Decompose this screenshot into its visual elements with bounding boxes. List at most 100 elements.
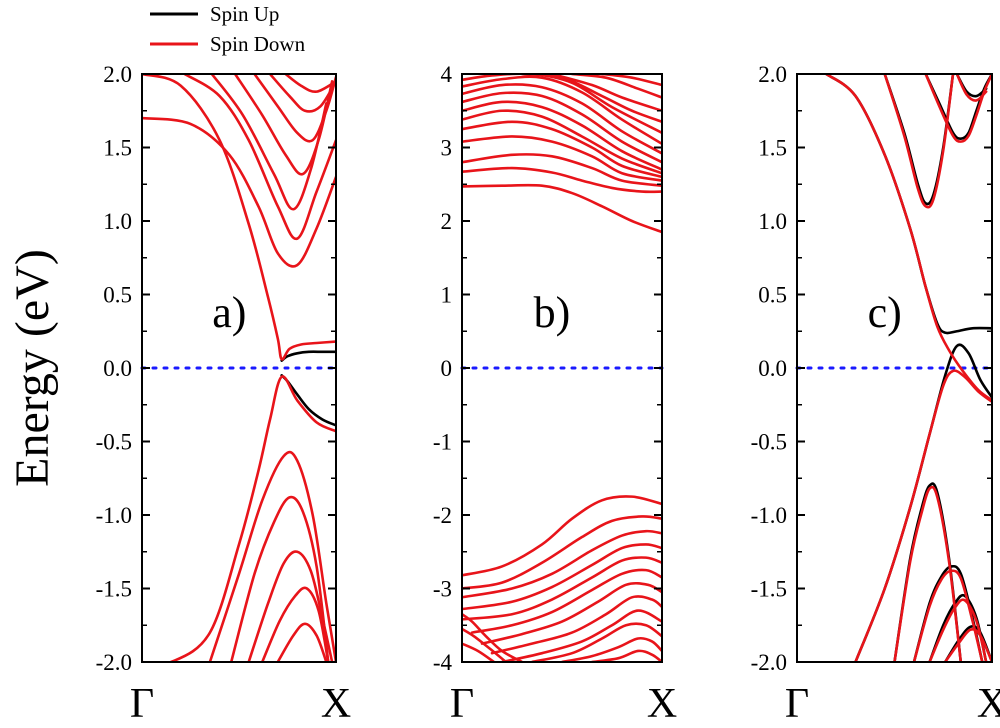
y-tick-label: 1.0 [758, 209, 787, 234]
y-tick-label: 3 [441, 136, 453, 161]
band-spin-down-7 [912, 569, 984, 662]
band-spin-down-5 [955, 74, 988, 102]
band-spin-down-25 [530, 622, 662, 662]
x-tick-label-x: X [321, 681, 351, 727]
y-tick-label: 0.0 [103, 356, 132, 381]
band-spin-down-20 [462, 556, 662, 621]
y-tick-label: -2.0 [751, 650, 787, 675]
band-spin-down-11 [229, 495, 330, 662]
panel-2: 4 3 2 1 0 -1 -2 -3 -4 Γ Xb) [433, 62, 677, 727]
band-spin-up-1 [280, 350, 336, 362]
band-spin-down-1 [462, 183, 662, 234]
band-spin-down-3 [462, 153, 662, 188]
y-tick-label: -1.5 [751, 577, 787, 602]
band-spin-down-12 [520, 74, 662, 124]
band-spin-down-14 [570, 74, 662, 99]
panel-3: 2.0 1.5 1.0 0.5 0.0 -0.5 -1.0 -1.5 -2.0 Γ Xc) [751, 62, 1000, 727]
panels: 2.0 1.5 1.0 0.5 0.0 -0.5 -1.0 -1.5 -2.0 Γ Xa) 4 3 2 1 0… [96, 62, 1000, 727]
band-spin-down-8 [462, 91, 662, 164]
y-tick-label: 0.0 [758, 356, 787, 381]
band-spin-down-24 [500, 609, 662, 662]
band-spin-down-18 [462, 529, 662, 599]
x-tick-label-x: X [647, 681, 677, 727]
y-tick-label: -0.5 [751, 430, 787, 455]
band-spin-down-12 [247, 550, 334, 662]
y-tick-label: -1 [433, 430, 452, 455]
panel-1: 2.0 1.5 1.0 0.5 0.0 -0.5 -1.0 -1.5 -2.0 Γ Xa) [96, 62, 352, 727]
y-tick-label: 1.5 [103, 136, 132, 161]
band-spin-down-8 [268, 74, 336, 113]
band-spin-down-2 [462, 166, 662, 194]
band-spin-down-14 [276, 622, 328, 662]
y-tick-label: 1 [441, 283, 453, 308]
x-tick-label-gamma: Γ [785, 681, 809, 727]
band-spin-down-29 [462, 627, 508, 662]
legend-label-spin-down: Spin Down [210, 32, 306, 56]
band-spin-down-27 [590, 649, 662, 662]
band-spin-down-9 [284, 74, 336, 94]
panel-label: c) [868, 288, 902, 337]
band-spin-down-6 [233, 74, 334, 176]
band-spin-down-10 [208, 450, 336, 662]
band-spin-down-3 [883, 74, 955, 209]
x-tick-label-x: X [977, 681, 1000, 727]
y-tick-label: 2.0 [103, 62, 132, 87]
band-spin-down-9 [943, 628, 992, 662]
band-spin-down-4 [462, 135, 662, 182]
x-tick-label-gamma: Γ [450, 681, 474, 727]
band-spin-up-1 [824, 74, 992, 335]
band-spin-down-3 [142, 116, 336, 268]
band-spin-down-13 [550, 74, 662, 113]
band-spin-down-10 [462, 75, 662, 146]
band-spin-down-26 [560, 636, 662, 662]
y-tick-label: 0 [441, 356, 453, 381]
band-spin-down-7 [253, 74, 336, 143]
band-spin-down-6 [893, 485, 963, 662]
band-spin-down-22 [480, 581, 662, 645]
y-tick-label: 4 [441, 62, 453, 87]
y-tick-label: 1.0 [103, 209, 132, 234]
band-spin-down-2 [854, 369, 992, 662]
y-tick-label: -3 [433, 577, 452, 602]
bands [824, 74, 992, 662]
y-tick-label: -0.5 [96, 430, 132, 455]
band-spin-down-8 [928, 598, 988, 662]
band-spin-down-7 [462, 100, 662, 171]
y-tick-label: -1.0 [751, 503, 787, 528]
band-spin-down-4 [183, 74, 336, 240]
legend-label-spin-up: Spin Up [210, 2, 279, 26]
band-spin-down-17 [462, 515, 662, 590]
band-spin-down-23 [490, 595, 662, 655]
band-spin-down-4 [924, 74, 992, 143]
band-spin-down-5 [462, 120, 662, 179]
legend: Spin Up Spin Down [150, 2, 306, 56]
band-spin-down-21 [470, 568, 662, 634]
band-spin-down-9 [462, 83, 662, 155]
band-spin-down-16 [462, 495, 662, 577]
y-tick-label: 2.0 [758, 62, 787, 87]
band-spin-down-6 [462, 109, 662, 175]
bands [462, 74, 662, 662]
band-spin-down-30 [462, 642, 496, 662]
x-tick-label-gamma: Γ [130, 681, 154, 727]
band-spin-down-2 [142, 375, 336, 662]
band-spin-down-28 [462, 612, 524, 662]
y-tick-label: -1.5 [96, 577, 132, 602]
band-spin-down-5 [210, 74, 328, 211]
y-tick-label: 1.5 [758, 136, 787, 161]
y-axis-label: Energy (eV) [6, 249, 59, 487]
band-spin-up-2 [280, 374, 336, 427]
y-tick-label: -2.0 [96, 650, 132, 675]
y-tick-label: -1.0 [96, 503, 132, 528]
y-tick-label: 0.5 [758, 283, 787, 308]
y-tick-label: 0.5 [103, 283, 132, 308]
band-spin-down-1 [142, 74, 336, 361]
panel-label: a) [212, 288, 246, 337]
panel-label: b) [534, 288, 571, 337]
band-spin-down-19 [462, 543, 662, 611]
y-tick-label: -2 [433, 503, 452, 528]
bands [142, 74, 336, 662]
y-tick-label: 2 [441, 209, 453, 234]
y-tick-label: -4 [433, 650, 453, 675]
